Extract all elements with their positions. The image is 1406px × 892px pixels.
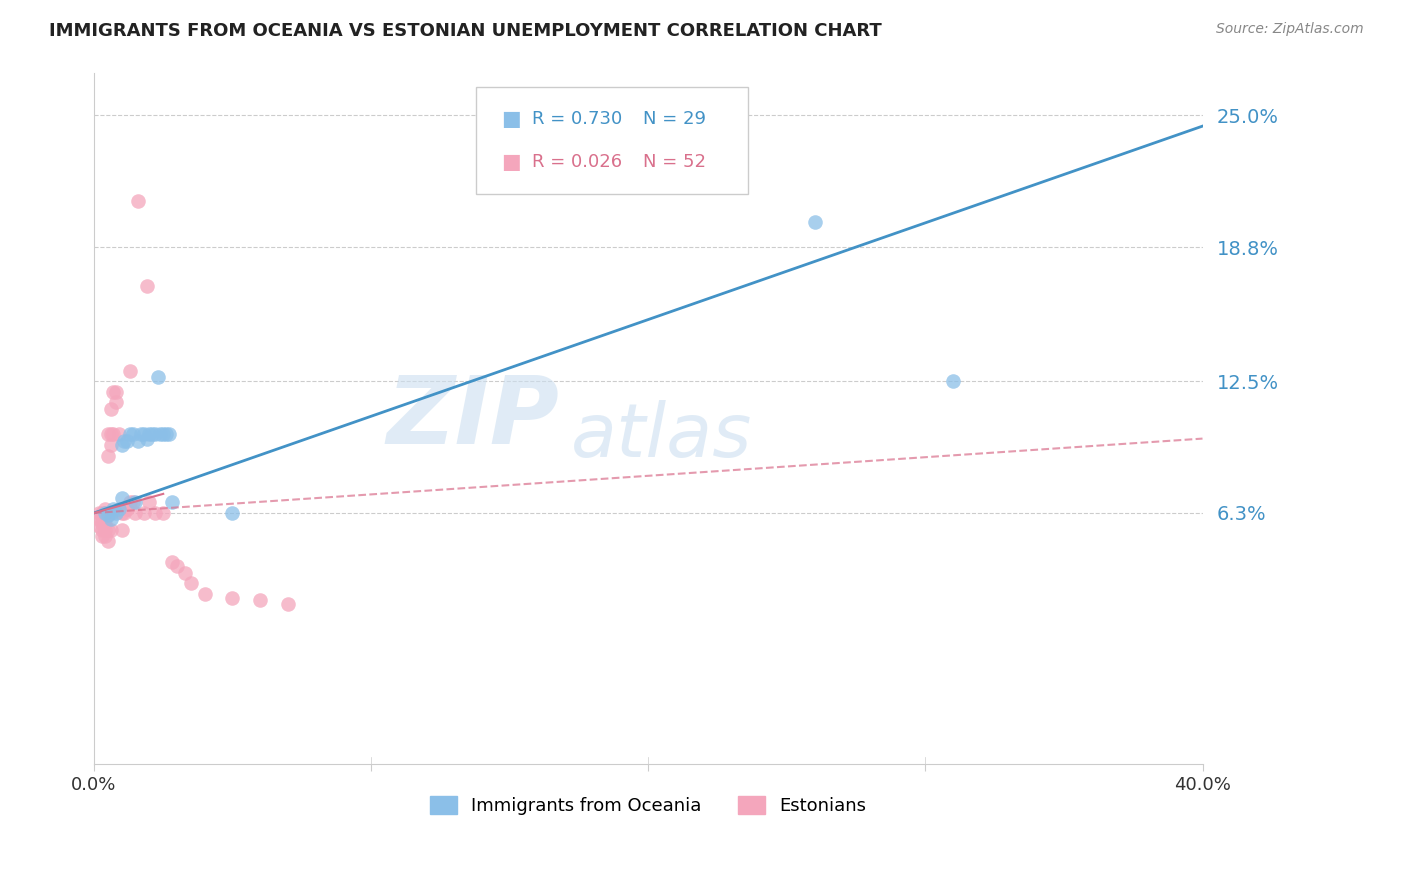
Legend: Immigrants from Oceania, Estonians: Immigrants from Oceania, Estonians <box>420 787 876 824</box>
Point <box>121 495 143 509</box>
Point <box>94 512 117 526</box>
Point <box>105 506 128 520</box>
Point <box>942 374 965 388</box>
Point <box>103 427 125 442</box>
Point <box>103 501 125 516</box>
Text: IMMIGRANTS FROM OCEANIA VS ESTONIAN UNEMPLOYMENT CORRELATION CHART: IMMIGRANTS FROM OCEANIA VS ESTONIAN UNEM… <box>49 22 882 40</box>
FancyBboxPatch shape <box>477 87 748 194</box>
Point <box>152 506 174 520</box>
Point <box>97 427 120 442</box>
Point <box>108 427 131 442</box>
Point <box>103 384 125 399</box>
Point <box>249 593 271 607</box>
Point <box>89 512 111 526</box>
Point <box>112 506 135 520</box>
Point <box>127 194 149 208</box>
Point <box>149 427 172 442</box>
Point <box>194 587 217 601</box>
Text: N = 52: N = 52 <box>643 153 706 170</box>
Point <box>100 438 122 452</box>
Point <box>94 516 117 531</box>
Point <box>115 501 138 516</box>
Point <box>155 427 177 442</box>
Point <box>152 427 174 442</box>
Point <box>138 495 160 509</box>
Point <box>91 529 114 543</box>
Point <box>146 370 169 384</box>
Point <box>118 427 141 442</box>
Text: N = 29: N = 29 <box>643 110 706 128</box>
Point <box>94 523 117 537</box>
Text: atlas: atlas <box>571 400 752 472</box>
Point <box>97 533 120 548</box>
Point <box>118 363 141 377</box>
Point <box>100 512 122 526</box>
Point <box>129 427 152 442</box>
Point <box>141 427 163 442</box>
Point <box>89 506 111 520</box>
Point <box>135 432 157 446</box>
Point <box>100 506 122 520</box>
Point <box>94 506 117 520</box>
Point <box>97 508 120 522</box>
Point <box>94 529 117 543</box>
Text: R = 0.730: R = 0.730 <box>531 110 621 128</box>
Point <box>221 506 243 520</box>
Point <box>277 598 299 612</box>
Point <box>100 523 122 537</box>
Point <box>94 506 117 520</box>
Point <box>132 427 155 442</box>
Text: Source: ZipAtlas.com: Source: ZipAtlas.com <box>1216 22 1364 37</box>
Point <box>803 215 825 229</box>
Point <box>91 512 114 526</box>
Point <box>89 518 111 533</box>
Text: ■: ■ <box>501 152 520 172</box>
Point <box>180 576 202 591</box>
Point <box>91 506 114 520</box>
Point <box>97 449 120 463</box>
Point <box>132 506 155 520</box>
Point <box>138 427 160 442</box>
Point <box>118 495 141 509</box>
Point <box>111 491 134 505</box>
Point <box>111 523 134 537</box>
Point <box>160 555 183 569</box>
Point <box>97 523 120 537</box>
Point <box>166 559 188 574</box>
Point <box>121 427 143 442</box>
Point <box>91 508 114 522</box>
Point <box>221 591 243 605</box>
Point <box>91 516 114 531</box>
Point <box>108 501 131 516</box>
Point <box>135 278 157 293</box>
Point <box>157 427 180 442</box>
Point <box>160 495 183 509</box>
Point <box>97 506 120 520</box>
Point <box>105 395 128 409</box>
Point <box>112 434 135 448</box>
Point <box>124 506 146 520</box>
Text: ZIP: ZIP <box>387 372 560 465</box>
Point <box>100 427 122 442</box>
Point <box>124 495 146 509</box>
Point <box>127 434 149 448</box>
Point <box>115 434 138 448</box>
Point <box>143 506 166 520</box>
Point <box>94 501 117 516</box>
Point <box>174 566 197 580</box>
Point <box>111 506 134 520</box>
Text: ■: ■ <box>501 109 520 128</box>
Point <box>91 523 114 537</box>
Point <box>100 401 122 416</box>
Text: R = 0.026: R = 0.026 <box>531 153 621 170</box>
Point <box>111 438 134 452</box>
Point <box>105 384 128 399</box>
Point <box>143 427 166 442</box>
